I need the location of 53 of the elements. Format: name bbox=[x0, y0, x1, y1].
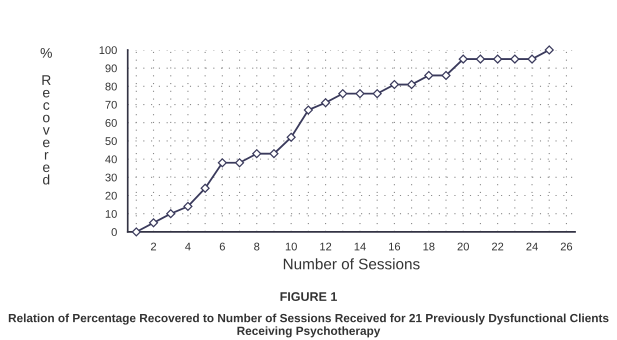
x-tick-label: 20 bbox=[458, 242, 469, 250]
point bbox=[304, 105, 313, 115]
point bbox=[493, 54, 502, 64]
x-axis-title: Number of Sessions bbox=[284, 258, 420, 270]
point bbox=[200, 184, 210, 193]
point bbox=[183, 202, 192, 211]
point bbox=[527, 54, 537, 64]
point bbox=[166, 209, 176, 218]
x-tick-label: 6 bbox=[220, 242, 225, 250]
point bbox=[458, 54, 468, 64]
y-tick-label: 0 bbox=[112, 228, 117, 236]
x-tick-label: 26 bbox=[560, 242, 572, 250]
point bbox=[234, 158, 244, 168]
point bbox=[476, 54, 485, 64]
point bbox=[269, 149, 279, 158]
point bbox=[338, 89, 348, 98]
point bbox=[510, 54, 520, 64]
x-tick-label: 10 bbox=[286, 242, 297, 250]
point bbox=[372, 89, 382, 98]
point bbox=[390, 80, 399, 90]
x-tick-label: 4 bbox=[185, 242, 191, 250]
x-tick-label: 8 bbox=[254, 242, 260, 250]
x-tick-label: 24 bbox=[526, 242, 538, 250]
text: Relation of Percentage Recovered to Number of Sessions Received for 21 Previously Dysfunctional Clients Receiving Psychotherapy bbox=[8, 314, 609, 338]
y-tick-label: 100 bbox=[100, 46, 117, 54]
text: FIGURE 1 bbox=[280, 292, 337, 302]
point bbox=[321, 98, 330, 108]
point bbox=[441, 70, 451, 80]
y-tick-label: 30 bbox=[105, 174, 117, 182]
point bbox=[252, 149, 262, 158]
y-tick-label: 70 bbox=[106, 100, 117, 109]
y-tick-label: 50 bbox=[105, 137, 117, 146]
x-tick-label: 12 bbox=[320, 242, 332, 250]
text: % Recovered bbox=[40, 48, 52, 185]
x-tick-label: 16 bbox=[389, 242, 400, 250]
y-tick-label: 10 bbox=[106, 210, 117, 218]
y-tick-label: 20 bbox=[106, 192, 117, 200]
point bbox=[286, 132, 296, 142]
x-tick-label: 2 bbox=[150, 242, 156, 250]
point bbox=[355, 89, 365, 98]
y-tick-label: 90 bbox=[105, 64, 117, 72]
point bbox=[132, 227, 141, 236]
point bbox=[148, 218, 158, 228]
y-tick-label: 40 bbox=[105, 155, 117, 164]
y-tick-label: 60 bbox=[106, 119, 117, 127]
point bbox=[407, 80, 416, 90]
x-tick-label: 14 bbox=[354, 242, 366, 250]
x-tick-label: 18 bbox=[423, 242, 434, 250]
point bbox=[424, 70, 434, 80]
point bbox=[544, 45, 554, 55]
point bbox=[218, 158, 227, 168]
y-tick-label: 80 bbox=[105, 82, 117, 90]
x-tick-label: 22 bbox=[492, 242, 504, 250]
